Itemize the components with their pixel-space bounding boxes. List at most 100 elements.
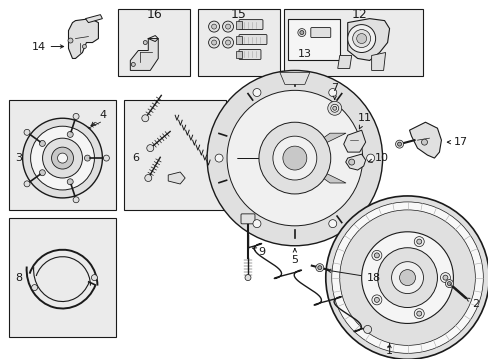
- Circle shape: [395, 140, 403, 148]
- Text: 14: 14: [31, 41, 63, 51]
- Circle shape: [272, 136, 316, 180]
- Circle shape: [348, 159, 354, 165]
- Polygon shape: [68, 19, 98, 58]
- Circle shape: [67, 179, 73, 185]
- Text: 17: 17: [447, 137, 468, 147]
- Circle shape: [207, 71, 382, 246]
- Text: 8: 8: [16, 273, 23, 283]
- Circle shape: [317, 266, 321, 270]
- Text: 11: 11: [357, 113, 371, 129]
- FancyBboxPatch shape: [118, 9, 190, 76]
- Circle shape: [328, 220, 336, 228]
- Circle shape: [222, 37, 233, 48]
- Circle shape: [413, 237, 424, 247]
- FancyBboxPatch shape: [236, 21, 242, 28]
- Circle shape: [226, 90, 362, 226]
- Circle shape: [332, 106, 336, 110]
- Circle shape: [208, 21, 219, 32]
- Circle shape: [73, 197, 79, 203]
- FancyBboxPatch shape: [236, 36, 242, 44]
- Polygon shape: [130, 39, 158, 71]
- Polygon shape: [85, 15, 102, 23]
- FancyBboxPatch shape: [310, 28, 330, 37]
- FancyBboxPatch shape: [239, 50, 261, 59]
- Circle shape: [58, 153, 67, 163]
- Circle shape: [68, 38, 73, 43]
- Polygon shape: [408, 122, 441, 158]
- Circle shape: [91, 275, 97, 280]
- Circle shape: [327, 101, 341, 115]
- Circle shape: [366, 154, 374, 162]
- FancyBboxPatch shape: [236, 50, 242, 58]
- Circle shape: [347, 24, 375, 53]
- Polygon shape: [294, 133, 346, 158]
- Circle shape: [374, 253, 379, 258]
- Circle shape: [325, 196, 488, 359]
- Circle shape: [211, 40, 216, 45]
- Circle shape: [39, 170, 45, 176]
- Circle shape: [42, 138, 82, 178]
- Circle shape: [146, 145, 153, 152]
- Polygon shape: [337, 55, 351, 68]
- Text: 3: 3: [16, 153, 22, 163]
- Circle shape: [440, 273, 449, 283]
- FancyBboxPatch shape: [241, 214, 254, 224]
- Circle shape: [371, 251, 381, 260]
- Circle shape: [374, 297, 379, 302]
- Polygon shape: [279, 72, 309, 84]
- Circle shape: [331, 202, 482, 353]
- Text: 12: 12: [351, 8, 367, 21]
- Polygon shape: [168, 172, 185, 184]
- Circle shape: [24, 181, 30, 187]
- Circle shape: [371, 295, 381, 305]
- Circle shape: [131, 62, 135, 67]
- FancyBboxPatch shape: [9, 100, 116, 210]
- Circle shape: [397, 142, 401, 146]
- Circle shape: [222, 21, 233, 32]
- Circle shape: [399, 270, 415, 285]
- Circle shape: [84, 155, 90, 161]
- Circle shape: [144, 175, 151, 181]
- Circle shape: [416, 311, 421, 316]
- Circle shape: [22, 118, 102, 198]
- Circle shape: [211, 24, 216, 29]
- Polygon shape: [345, 154, 365, 170]
- Circle shape: [297, 28, 305, 37]
- Circle shape: [208, 37, 219, 48]
- Circle shape: [225, 24, 230, 29]
- Circle shape: [421, 139, 427, 145]
- Circle shape: [363, 325, 371, 333]
- Circle shape: [244, 275, 250, 280]
- Circle shape: [315, 264, 323, 272]
- Text: 10: 10: [368, 153, 388, 163]
- Circle shape: [377, 248, 437, 307]
- Text: 1: 1: [386, 343, 392, 356]
- Circle shape: [24, 129, 30, 135]
- Text: 4: 4: [91, 110, 107, 126]
- FancyBboxPatch shape: [124, 100, 225, 210]
- Polygon shape: [371, 53, 385, 71]
- FancyBboxPatch shape: [239, 35, 266, 45]
- Text: 15: 15: [231, 8, 246, 21]
- Text: 16: 16: [146, 8, 162, 21]
- Circle shape: [339, 210, 474, 345]
- Circle shape: [259, 122, 330, 194]
- Circle shape: [51, 147, 73, 169]
- Circle shape: [352, 30, 370, 48]
- FancyBboxPatch shape: [9, 218, 116, 337]
- Circle shape: [391, 262, 423, 293]
- Polygon shape: [343, 130, 365, 152]
- Circle shape: [32, 285, 38, 291]
- FancyBboxPatch shape: [287, 19, 339, 60]
- Text: 9: 9: [252, 247, 265, 257]
- Polygon shape: [347, 19, 389, 60]
- Text: 2: 2: [465, 298, 478, 309]
- FancyBboxPatch shape: [239, 20, 263, 30]
- Circle shape: [356, 33, 366, 44]
- Circle shape: [82, 45, 86, 49]
- Text: 5: 5: [291, 249, 298, 265]
- Circle shape: [67, 131, 73, 138]
- Text: 7: 7: [330, 84, 338, 99]
- Circle shape: [225, 40, 230, 45]
- Circle shape: [330, 104, 338, 112]
